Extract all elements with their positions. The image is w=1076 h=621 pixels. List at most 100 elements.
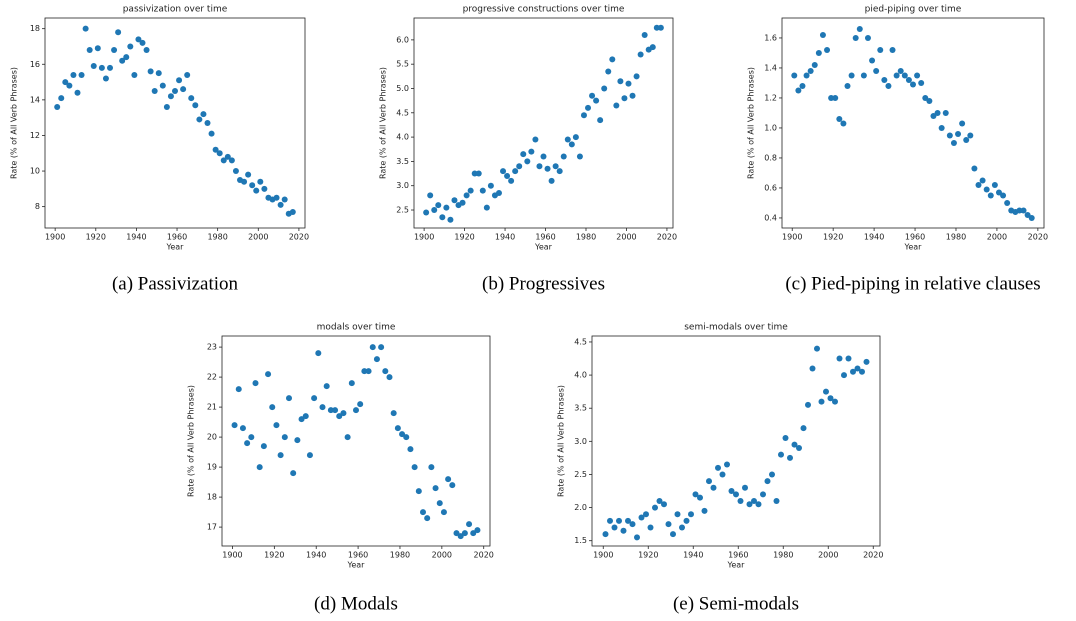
point [764, 478, 771, 485]
point [683, 517, 690, 524]
point [572, 134, 579, 141]
point [609, 56, 616, 63]
point [674, 511, 681, 518]
plot-frame [44, 17, 306, 229]
point [257, 178, 264, 185]
point [827, 395, 834, 402]
point [239, 425, 246, 432]
point [955, 130, 962, 137]
point [751, 497, 757, 504]
point [463, 192, 470, 199]
point [196, 116, 203, 123]
point [58, 95, 65, 102]
point [602, 531, 609, 538]
point [483, 204, 490, 211]
point [111, 47, 118, 54]
point [399, 431, 406, 438]
point [617, 78, 624, 85]
point [621, 95, 628, 102]
point [901, 72, 908, 79]
y-tick-label: 2.5 [396, 206, 409, 215]
chart-title: semi-modals over time [684, 323, 788, 333]
point [795, 87, 802, 94]
y-tick-label: 16 [30, 60, 40, 69]
point [260, 443, 267, 450]
y-tick-label: 12 [30, 131, 40, 140]
x-axis-label: Year [347, 561, 366, 570]
point [208, 130, 215, 137]
point [427, 192, 434, 199]
point [885, 82, 892, 89]
point [616, 517, 622, 524]
point [459, 199, 466, 206]
point [445, 476, 452, 483]
point [369, 344, 376, 351]
point [340, 410, 347, 417]
point [805, 401, 811, 408]
point [728, 488, 735, 495]
x-tick-label: 1900 [414, 233, 434, 242]
point [298, 416, 305, 423]
x-tick-label: 1960 [167, 233, 187, 242]
point [102, 75, 109, 82]
point [353, 407, 359, 414]
point [516, 163, 523, 170]
caption: (e) Semi-modals [673, 593, 799, 614]
point [90, 63, 97, 70]
y-tick-label: 5.0 [396, 84, 409, 93]
y-tick-label: 4.0 [574, 371, 587, 380]
point [657, 24, 664, 31]
y-tick-label: 2.5 [574, 470, 587, 479]
point [544, 165, 551, 172]
point [819, 31, 826, 38]
point [420, 509, 426, 516]
point [688, 511, 694, 518]
point [649, 44, 656, 51]
y-tick-label: 2.0 [574, 503, 587, 512]
point [568, 141, 575, 148]
x-tick-label: 1940 [683, 551, 703, 560]
y-tick-label: 4.5 [396, 108, 409, 117]
point [176, 77, 183, 84]
point [791, 72, 798, 79]
point [453, 530, 460, 537]
point [365, 368, 372, 375]
plot-frame [591, 335, 881, 547]
point [344, 434, 351, 441]
point [449, 482, 456, 489]
y-tick-label: 0.8 [764, 153, 777, 162]
point [1000, 192, 1007, 199]
point [844, 82, 851, 89]
point [241, 178, 248, 185]
x-tick-label: 2000 [616, 233, 636, 242]
point [856, 25, 863, 32]
point [475, 170, 482, 177]
point [520, 151, 527, 158]
point [248, 434, 255, 441]
point [580, 112, 587, 119]
y-tick-label: 18 [207, 493, 217, 502]
y-tick-label: 1.4 [764, 63, 777, 72]
point [439, 214, 446, 221]
point [760, 491, 766, 498]
x-axis-label: Year [904, 243, 923, 252]
y-tick-label: 3.5 [396, 157, 409, 166]
point [98, 64, 105, 71]
point [625, 80, 632, 87]
point [378, 344, 385, 351]
point [461, 530, 468, 537]
point [576, 153, 583, 160]
y-tick-label: 0.6 [764, 183, 777, 192]
x-tick-label: 1960 [905, 233, 925, 242]
plot-frame [413, 17, 674, 229]
point [216, 150, 223, 157]
point [811, 61, 818, 68]
point [78, 71, 85, 78]
point [249, 182, 256, 189]
point [394, 425, 401, 432]
y-axis-label: Rate (% of All Verb Phrases) [557, 385, 566, 497]
x-tick-label: 1920 [86, 233, 106, 242]
point [163, 103, 170, 110]
point [755, 501, 762, 508]
y-tick-label: 20 [207, 433, 217, 442]
